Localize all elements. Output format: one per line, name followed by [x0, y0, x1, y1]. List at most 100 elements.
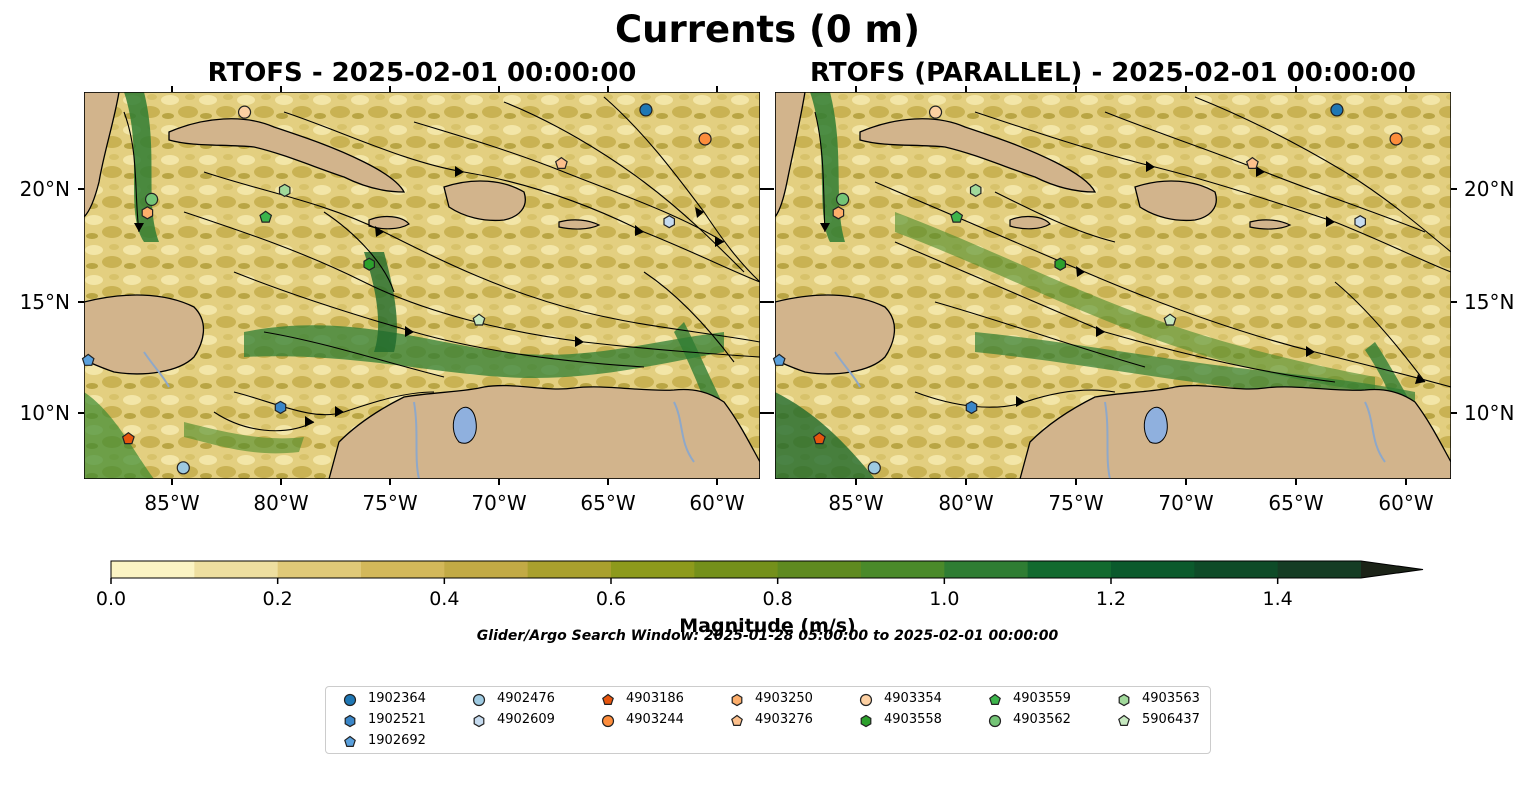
float-marker-4903354-panel1: [237, 105, 252, 119]
float-marker-4903276-panel1: [554, 156, 568, 169]
legend-label: 4902476: [497, 691, 555, 706]
colorbar-segment: [277, 561, 362, 578]
colorbar-segment: [694, 561, 779, 578]
float-marker-1902692-panel1: [81, 353, 95, 366]
colorbar-segment: [944, 561, 1029, 578]
float-marker-4903558-panel1: [363, 257, 375, 271]
legend-marker-pentagon-icon: [344, 735, 356, 747]
map-figure: [78, 86, 1457, 485]
legend-marker-hexagon-icon: [860, 714, 872, 728]
legend-marker-circle-icon: [859, 693, 873, 707]
legend-marker-hexagon-icon: [1118, 693, 1130, 707]
legend-marker-circle-icon: [988, 714, 1002, 728]
legend-label: 4903244: [626, 712, 684, 727]
float-marker-4902476-panel1: [176, 461, 190, 475]
legend-label: 1902364: [368, 691, 426, 706]
colorbar-tick-label: 1.2: [1095, 588, 1127, 610]
search-window-caption: Glider/Argo Search Window: 2025-01-28 05…: [476, 628, 1059, 644]
legend-marker-pentagon-icon: [602, 693, 614, 705]
legend-label: 1902692: [368, 733, 426, 748]
map-panel-rtofs-parallel: [775, 86, 1457, 485]
legend-label: 4903354: [884, 691, 942, 706]
float-marker-4903244-panel1: [698, 132, 712, 146]
lon-label-65w-right: 65°W: [1268, 491, 1324, 515]
lon-label-75w-right: 75°W: [1048, 491, 1104, 515]
legend-marker-hexagon-icon: [344, 714, 356, 728]
colorbar-segment: [194, 561, 279, 578]
float-marker-1902692-panel2: [772, 353, 786, 366]
lat-label-15n-left: 15°N: [19, 290, 70, 314]
float-marker-4903186-panel2: [812, 431, 826, 445]
panel-title-rtofs: RTOFS - 2025-02-01 00:00:00: [207, 58, 637, 88]
float-marker-4903562-panel1: [145, 192, 159, 206]
legend-marker-pentagon-icon: [731, 714, 743, 726]
legend-marker-hexagon-icon: [473, 714, 485, 728]
lon-label-85w-left: 85°W: [144, 491, 200, 515]
legend-label: 4902609: [497, 712, 555, 727]
legend-label: 4903563: [1142, 691, 1200, 706]
colorbar-extend-arrow: [1361, 561, 1423, 578]
colorbar-segment: [527, 561, 612, 578]
lat-label-20n-left: 20°N: [19, 177, 70, 201]
lat-label-20n-right: 20°N: [1464, 177, 1515, 201]
float-marker-1902364-panel2: [1330, 103, 1344, 117]
float-marker-4902609-panel2: [1354, 215, 1367, 229]
legend-marker-pentagon-icon: [1118, 714, 1130, 726]
colorbar-tick-label: 0.2: [262, 588, 293, 610]
colorbar-tick-label: 0.8: [762, 588, 793, 610]
colorbar-segment: [777, 561, 862, 578]
lon-label-85w-right: 85°W: [828, 491, 884, 515]
lon-label-80w-left: 80°W: [253, 491, 309, 515]
float-marker-4903559-panel1: [259, 210, 273, 223]
float-marker-4903186-panel1: [121, 431, 135, 445]
float-marker-4902476-panel2: [867, 461, 881, 475]
legend-label: 4903276: [755, 712, 813, 727]
float-marker-5906437-panel2: [1163, 313, 1177, 326]
lon-label-75w-left: 75°W: [362, 491, 418, 515]
main-title: Currents (0 m): [614, 8, 920, 51]
lat-label-10n-right: 10°N: [1464, 401, 1515, 425]
colorbar-segment: [1194, 561, 1279, 578]
legend-label: 4903250: [755, 691, 813, 706]
colorbar-segment: [444, 561, 529, 578]
legend-label: 5906437: [1142, 712, 1200, 727]
lon-label-80w-right: 80°W: [938, 491, 994, 515]
legend-label: 4903562: [1013, 712, 1071, 727]
colorbar-segment: [1027, 561, 1112, 578]
legend-label: 1902521: [368, 712, 426, 727]
float-marker-4903563-panel1: [278, 183, 291, 198]
legend-label: 4903186: [626, 691, 684, 706]
lon-label-60w-right: 60°W: [1378, 491, 1434, 515]
float-marker-4903558-panel2: [1054, 257, 1067, 271]
float-marker-4903354-panel2: [928, 105, 943, 119]
float-marker-4903559-panel2: [950, 210, 964, 223]
colorbar-tick-label: 1.4: [1262, 588, 1293, 610]
legend-label: 4903558: [884, 712, 942, 727]
colorbar-segment: [1111, 561, 1195, 578]
legend-marker-circle-icon: [343, 693, 357, 707]
colorbar-segment: [361, 561, 445, 578]
map-panel-rtofs: [78, 86, 774, 485]
float-markers: [81, 103, 1403, 475]
colorbar-frame: [110, 560, 1424, 579]
colorbar-segment: [861, 561, 945, 578]
float-marker-4903250-panel2: [832, 206, 845, 220]
float-marker-5906437-panel1: [472, 313, 486, 326]
float-marker-1902521-panel1: [274, 400, 287, 415]
colorbar-tick-label: 1.0: [929, 588, 960, 610]
colorbar-segment: [1277, 561, 1362, 578]
float-marker-4903276-panel2: [1245, 156, 1259, 169]
float-marker-4903562-panel2: [835, 192, 850, 206]
float-marker-4903563-panel2: [969, 183, 982, 198]
lat-label-15n-right: 15°N: [1464, 290, 1515, 314]
lat-label-10n-left: 10°N: [19, 401, 70, 425]
legend-label: 4903559: [1013, 691, 1071, 706]
colorbar: [110, 560, 1424, 584]
float-legend: 1902364 1902521 1902692 4902476 4902609 49031…: [325, 686, 1211, 754]
lon-label-60w-left: 60°W: [689, 491, 745, 515]
legend-marker-circle-icon: [472, 693, 486, 707]
lon-label-70w-left: 70°W: [471, 491, 527, 515]
lon-label-65w-left: 65°W: [580, 491, 636, 515]
float-marker-4903244-panel2: [1389, 132, 1403, 146]
colorbar-tick-label: 0.0: [95, 588, 127, 610]
